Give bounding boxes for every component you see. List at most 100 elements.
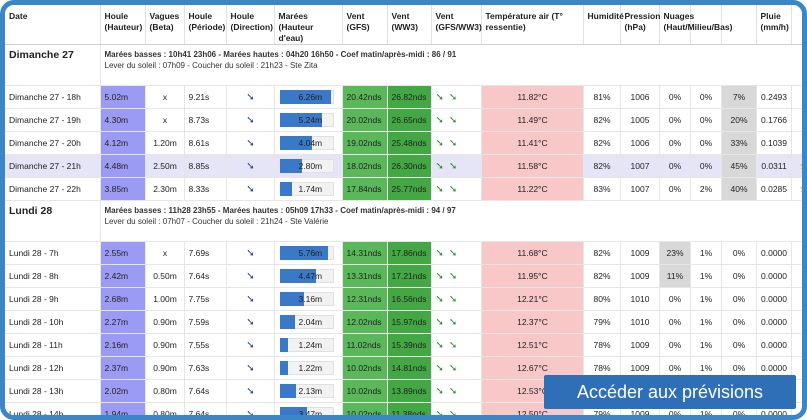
forecast-row[interactable]: Dimanche 27 - 20h 4.12m 1.20m 8.61s ➘ 4.04m 19… — [5, 131, 802, 155]
swell-direction: ➘ — [226, 287, 275, 311]
wave-beta: 1.00m — [145, 287, 185, 311]
humidity: 78% — [583, 333, 621, 357]
rain: 0.0311 — [756, 154, 792, 178]
clouds-low: 0% — [721, 333, 757, 357]
forecast-row[interactable]: Lundi 28 - 14h 1.94m 0.80m 7.64s ➘ 3.47m 10.02… — [5, 402, 803, 420]
air-temperature: 12.21°C — [481, 287, 584, 311]
wind-direction: ➘➘ — [431, 379, 482, 403]
wind-arrow-icon: ➘➘ — [435, 247, 463, 259]
tide-bar-fill — [279, 269, 316, 283]
swell-period: 8.61s — [184, 131, 227, 155]
header-houle-periode: Houle (Période) — [184, 5, 227, 45]
forecast-row[interactable]: Lundi 28 - 11h 2.16m 0.90m 7.55s ➘ 1.24m 11.02… — [5, 333, 802, 357]
clouds-high: 0% — [659, 131, 691, 155]
clouds-mid: 1% — [690, 241, 722, 265]
humidity: 82% — [583, 264, 621, 288]
tides-info: Marées basses : 11h28 23h55 - Marées hau… — [104, 206, 456, 215]
clouds-high: 11% — [659, 264, 691, 288]
day-header-row: Lundi 28 Marées basses : 11h28 23h55 - Ma… — [5, 200, 802, 242]
air-temperature: 11.22°C — [481, 177, 584, 201]
forecast-row[interactable]: Dimanche 27 - 19h 4.30m x 8.73s ➘ 5.24m 20.02n… — [5, 108, 802, 132]
air-temperature: 11.82°C — [481, 85, 584, 109]
clouds-mid: 0% — [690, 131, 722, 155]
tide-bar-fill — [279, 384, 296, 398]
weather-icon-cell: ☀ — [791, 379, 802, 403]
wind-ww3: 16.56nds — [387, 287, 432, 311]
tide-height: 1.24m — [274, 333, 343, 357]
clouds-mid: 0% — [690, 85, 722, 109]
rain: 0.2493 — [756, 85, 792, 109]
tide-height: 5.76m — [274, 241, 343, 265]
wind-direction: ➘➘ — [431, 154, 482, 178]
air-temperature: 11.49°C — [481, 108, 584, 132]
wind-direction: ➘➘ — [431, 287, 482, 311]
header-vent-gfs: Vent (GFS) — [342, 5, 388, 45]
swell-period: 7.63s — [184, 356, 227, 380]
header-nuages-milieu — [690, 5, 722, 45]
pressure: 1007 — [620, 177, 660, 201]
cloud-icon: ☁ — [801, 268, 802, 284]
wind-ww3: 14.81nds — [387, 356, 432, 380]
pressure: 1010 — [620, 310, 660, 334]
tide-height: 3.47m — [274, 402, 343, 419]
forecast-row[interactable]: Lundi 28 - 7h 2.55m x 7.69s ➘ 5.76m 14.31nds 17… — [5, 241, 802, 265]
humidity: 79% — [583, 310, 621, 334]
wind-direction: ➘➘ — [431, 402, 482, 420]
wind-arrow-icon: ➘➘ — [435, 362, 463, 374]
forecast-row[interactable]: Lundi 28 - 8h 2.42m 0.50m 7.64s ➘ 4.47m 13.31n… — [5, 264, 802, 288]
wind-arrow-icon: ➘➘ — [435, 385, 463, 397]
tide-value: 2.13m — [298, 386, 323, 396]
row-date: Lundi 28 - 8h — [5, 264, 101, 288]
swell-arrow-icon: ➘ — [246, 183, 255, 195]
swell-period: 7.64s — [184, 379, 227, 403]
tide-height: 1.74m — [274, 177, 343, 201]
air-temperature: 11.58°C — [481, 154, 584, 178]
header-pluie: Pluie (mm/h) — [756, 5, 792, 45]
swell-arrow-icon: ➘ — [246, 408, 255, 420]
wind-direction: ➘➘ — [431, 241, 482, 265]
forecast-row[interactable]: Lundi 28 - 10h 2.27m 0.90m 7.59s ➘ 2.04m 12.02… — [5, 310, 802, 334]
pressure: 1005 — [620, 108, 660, 132]
rain: 0.1766 — [756, 108, 792, 132]
swell-height: 5.02m — [100, 85, 146, 109]
clouds-mid: 0% — [690, 108, 722, 132]
day-header-row: Dimanche 27 Marées basses : 10h41 23h06 -… — [5, 44, 802, 86]
forecast-row[interactable]: Dimanche 27 - 21h 4.48m 2.50m 8.85s ➘ 2.80m 18… — [5, 154, 802, 178]
row-date: Dimanche 27 - 22h — [5, 177, 101, 201]
wind-gfs: 20.02nds — [342, 108, 388, 132]
row-date: Lundi 28 - 13h — [5, 379, 101, 403]
tide-bar-fill — [279, 361, 288, 375]
header-nuages-bas — [721, 5, 757, 45]
forecast-row[interactable]: Dimanche 27 - 18h 5.02m x 9.21s ➘ 6.26m 20.42n… — [5, 85, 802, 109]
weather-icon-cell: ☁ — [791, 108, 802, 132]
header-nuages: Nuages (Haut/Milieu/Bas) — [659, 5, 732, 45]
tide-bar-fill — [279, 159, 302, 173]
sun-icon: ☀ — [802, 406, 803, 416]
forecast-row[interactable]: Lundi 28 - 12h 2.37m 0.90m 7.63s ➘ 1.22m 10.02… — [5, 356, 802, 380]
clouds-high: 0% — [659, 108, 691, 132]
pressure: 1009 — [620, 264, 660, 288]
cta-forecast-button[interactable]: Accéder aux prévisions — [544, 375, 796, 409]
wind-arrow-icon: ➘➘ — [435, 183, 463, 195]
rain: 0.0000 — [756, 333, 792, 357]
row-date: Lundi 28 - 14h — [5, 402, 101, 415]
wind-arrow-icon: ➘➘ — [435, 408, 463, 420]
wind-gfs: 10.02nds — [342, 402, 388, 415]
swell-direction: ➘ — [226, 264, 275, 288]
tide-height: 2.80m — [274, 154, 343, 178]
air-temperature: 12.37°C — [481, 310, 584, 334]
swell-arrow-icon: ➘ — [246, 114, 255, 126]
forecast-row[interactable]: Lundi 28 - 9h 2.68m 1.00m 7.75s ➘ 3.16m 12.31n… — [5, 287, 802, 311]
wave-beta: 0.50m — [145, 264, 185, 288]
wind-ww3: 15.39nds — [387, 333, 432, 357]
swell-height: 3.85m — [100, 177, 146, 201]
wind-direction: ➘➘ — [431, 264, 482, 288]
tide-value: 2.04m — [298, 317, 323, 327]
forecast-row[interactable]: Dimanche 27 - 22h 3.85m 2.30m 8.33s ➘ 1.74m 17… — [5, 177, 802, 201]
wind-ww3: 26.82nds — [387, 85, 432, 109]
swell-arrow-icon: ➘ — [246, 385, 255, 397]
wind-arrow-icon: ➘➘ — [435, 293, 463, 305]
table-body: Dimanche 27 Marées basses : 10h41 23h06 -… — [5, 44, 803, 420]
humidity: 82% — [583, 241, 621, 265]
tide-value: 3.47m — [298, 409, 323, 419]
